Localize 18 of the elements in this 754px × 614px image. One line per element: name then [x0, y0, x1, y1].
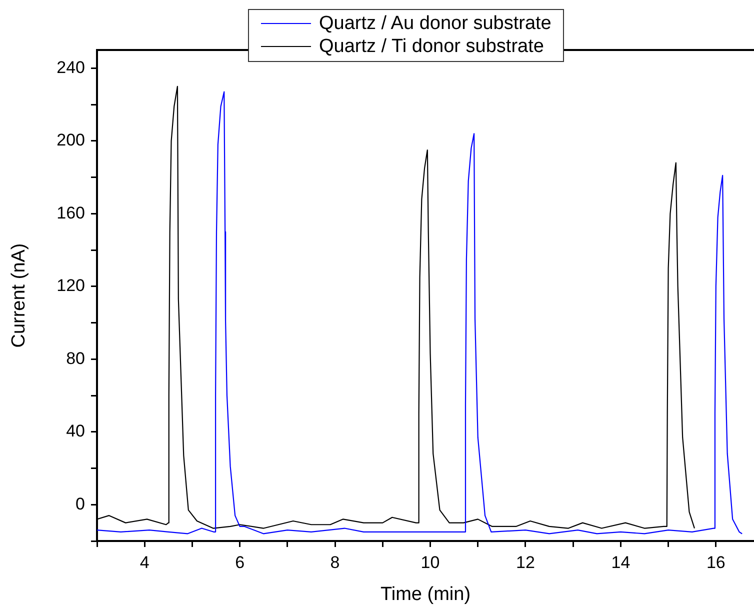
- y-tick-label: 0: [76, 494, 85, 514]
- x-axis-title: Time (min): [380, 584, 471, 605]
- y-tick-label: 80: [66, 348, 85, 368]
- y-tick-label: 200: [56, 130, 85, 150]
- x-tick-label: 12: [516, 552, 535, 572]
- x-tick-label: 4: [140, 552, 150, 572]
- y-tick-label: 120: [56, 276, 85, 296]
- y-tick-label: 160: [56, 203, 85, 222]
- x-tick-label: 6: [235, 552, 245, 572]
- y-tick-label: 240: [56, 58, 85, 77]
- x-tick-label: 16: [706, 552, 726, 572]
- legend-label: Quartz / Ti donor substrate: [319, 36, 544, 57]
- x-tick-label: 14: [611, 552, 630, 572]
- y-tick-label: 40: [66, 422, 85, 441]
- x-tick-label: 10: [420, 552, 440, 572]
- x-tick-label: 8: [330, 552, 340, 572]
- y-axis-title: Current (nA): [8, 243, 30, 348]
- legend-label: Quartz / Au donor substrate: [319, 13, 552, 34]
